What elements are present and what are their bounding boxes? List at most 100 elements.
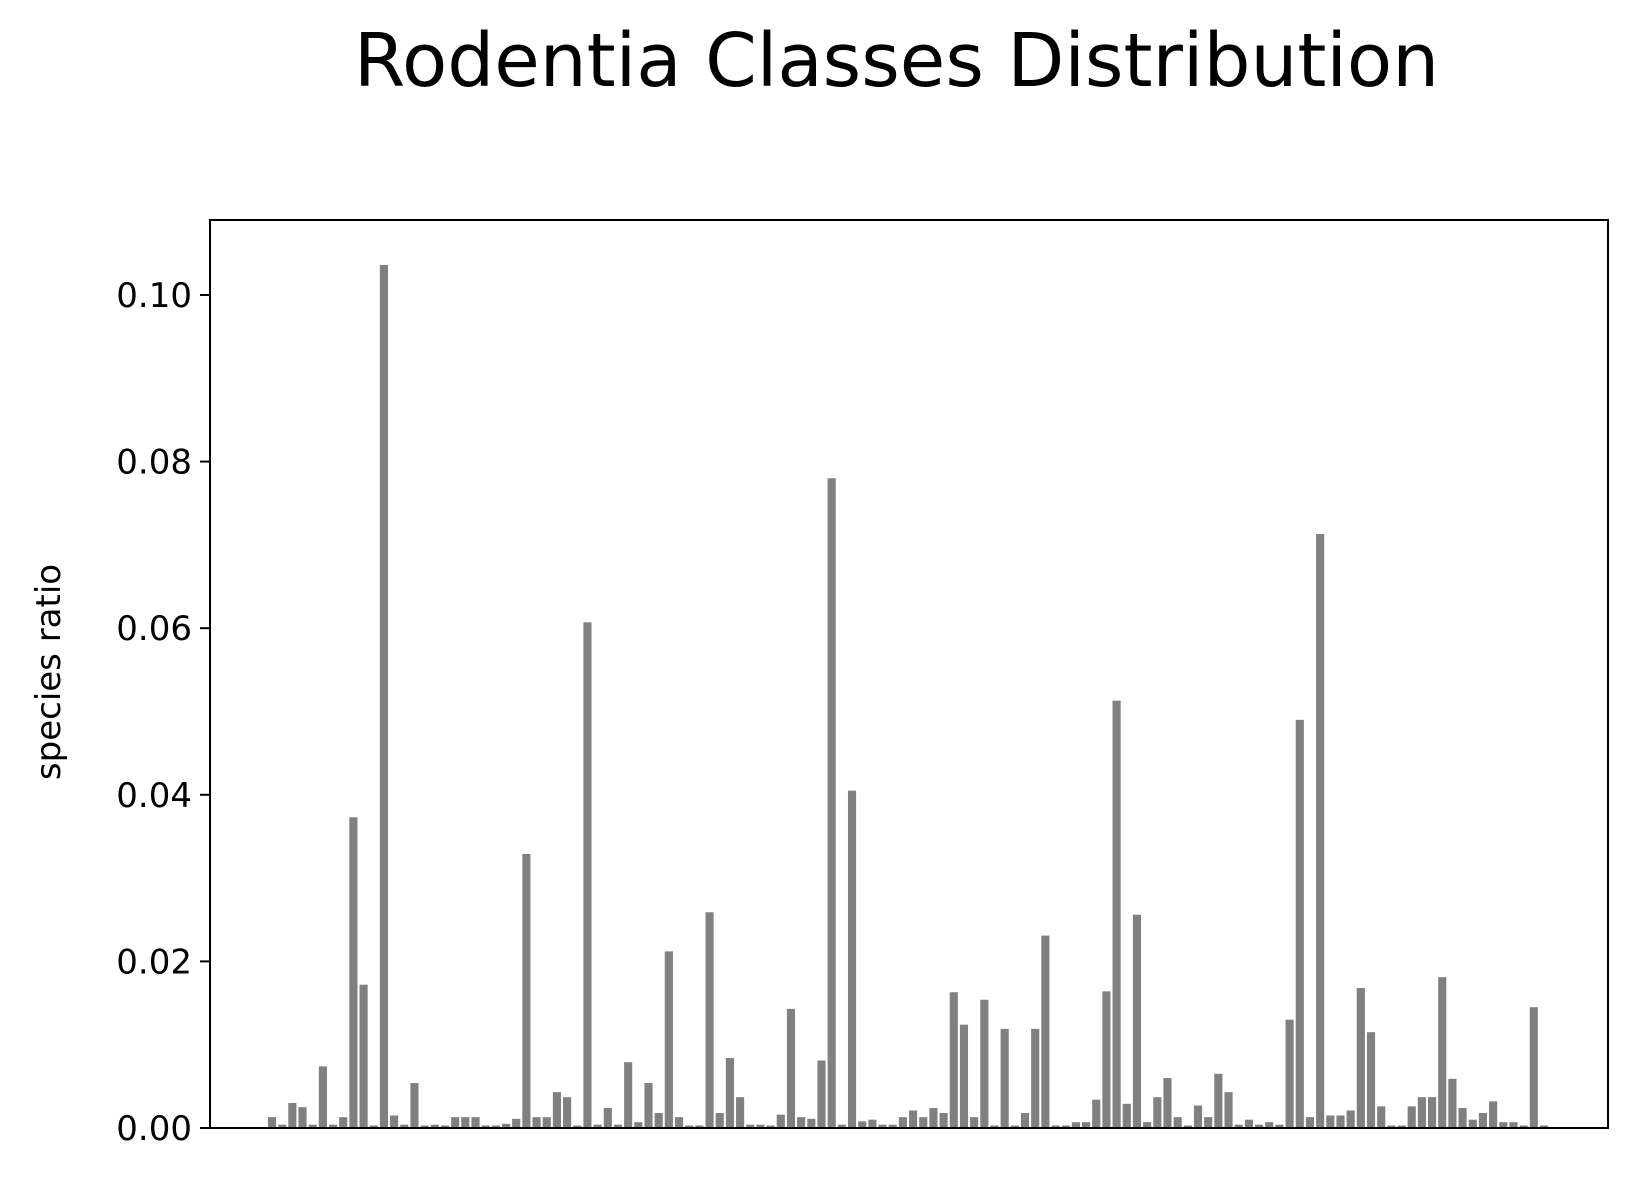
bar <box>583 622 592 1128</box>
bar <box>308 1124 317 1128</box>
bar <box>1265 1122 1274 1128</box>
bar <box>461 1117 470 1128</box>
bar <box>909 1110 918 1128</box>
bar <box>1010 1125 1019 1128</box>
bar <box>786 1008 796 1128</box>
bar <box>481 1125 490 1128</box>
bar <box>1031 1028 1040 1128</box>
bar <box>603 1108 612 1128</box>
bar <box>1519 1125 1528 1128</box>
bar <box>919 1117 928 1128</box>
bar <box>420 1125 429 1128</box>
bar <box>1143 1122 1152 1128</box>
bar <box>1082 1122 1091 1128</box>
bar <box>725 1058 734 1128</box>
bar <box>552 1092 561 1128</box>
chart-title: Rodentia Classes Distribution <box>353 18 1440 104</box>
bar <box>1387 1125 1396 1128</box>
bar <box>328 1124 338 1128</box>
bar <box>1163 1078 1172 1128</box>
bar <box>644 1083 653 1128</box>
bar <box>1458 1108 1467 1128</box>
y-tick-label: 0.10 <box>116 276 192 316</box>
bar <box>1255 1124 1264 1128</box>
bar <box>980 999 989 1128</box>
bar <box>797 1117 806 1128</box>
bar <box>1316 534 1325 1128</box>
bar <box>959 1024 969 1128</box>
bar <box>685 1125 694 1128</box>
bar <box>1397 1125 1406 1128</box>
bar <box>1305 1117 1315 1128</box>
bar <box>715 1113 724 1128</box>
bar <box>1092 1099 1101 1128</box>
bar <box>929 1108 938 1128</box>
bar <box>1356 988 1365 1128</box>
bar <box>1326 1115 1335 1128</box>
bar <box>471 1117 480 1128</box>
bar <box>1132 914 1142 1128</box>
bar <box>1122 1103 1131 1128</box>
bar <box>705 912 714 1128</box>
bar <box>868 1119 877 1128</box>
bar <box>634 1122 643 1128</box>
bar <box>1183 1125 1192 1128</box>
bar <box>1071 1122 1080 1128</box>
bar <box>1478 1113 1488 1128</box>
bar <box>756 1124 765 1128</box>
bar <box>837 1124 846 1128</box>
y-tick-label: 0.08 <box>116 443 192 483</box>
bar <box>440 1125 450 1128</box>
bar <box>1417 1097 1426 1128</box>
bar <box>1153 1097 1162 1128</box>
bar <box>430 1124 439 1128</box>
bar <box>1000 1028 1009 1128</box>
bar <box>532 1117 541 1128</box>
bar <box>1102 991 1111 1128</box>
bar <box>674 1117 684 1128</box>
bar <box>1020 1113 1030 1128</box>
bar <box>1427 1097 1437 1128</box>
y-tick-label: 0.00 <box>116 1109 192 1149</box>
bar <box>613 1124 623 1128</box>
y-tick-label: 0.02 <box>116 942 192 982</box>
bar <box>1244 1119 1253 1128</box>
bar <box>1275 1124 1284 1128</box>
bar <box>410 1083 419 1128</box>
bar <box>318 1066 327 1128</box>
bar <box>1214 1073 1223 1128</box>
bar <box>400 1124 409 1128</box>
bar <box>888 1124 897 1128</box>
bar <box>1448 1078 1457 1128</box>
bar <box>1336 1115 1345 1128</box>
bar <box>624 1062 633 1128</box>
bar <box>1366 1032 1376 1128</box>
bar <box>1193 1105 1203 1128</box>
bar <box>664 951 673 1128</box>
bar <box>817 1060 826 1128</box>
bar <box>390 1115 399 1128</box>
bar <box>654 1113 663 1128</box>
bar <box>776 1114 785 1128</box>
bar <box>766 1125 775 1128</box>
bar <box>1173 1117 1182 1128</box>
bar <box>939 1113 948 1128</box>
bar <box>1051 1125 1060 1128</box>
bar <box>1529 1007 1538 1128</box>
bar <box>1112 700 1121 1128</box>
bar <box>858 1121 867 1128</box>
bar <box>288 1103 297 1128</box>
bar <box>369 1125 378 1128</box>
bar <box>1509 1122 1518 1128</box>
bar <box>512 1118 521 1128</box>
bar <box>1499 1122 1508 1128</box>
y-axis-label: species ratio <box>29 564 69 780</box>
bar <box>1224 1092 1233 1128</box>
bar <box>695 1125 704 1128</box>
bar <box>990 1125 999 1128</box>
bar <box>1204 1117 1213 1128</box>
bar <box>1377 1106 1386 1128</box>
bar <box>736 1097 745 1128</box>
y-axis: 0.00 0.02 0.04 0.06 0.08 0.10 <box>116 276 210 1149</box>
